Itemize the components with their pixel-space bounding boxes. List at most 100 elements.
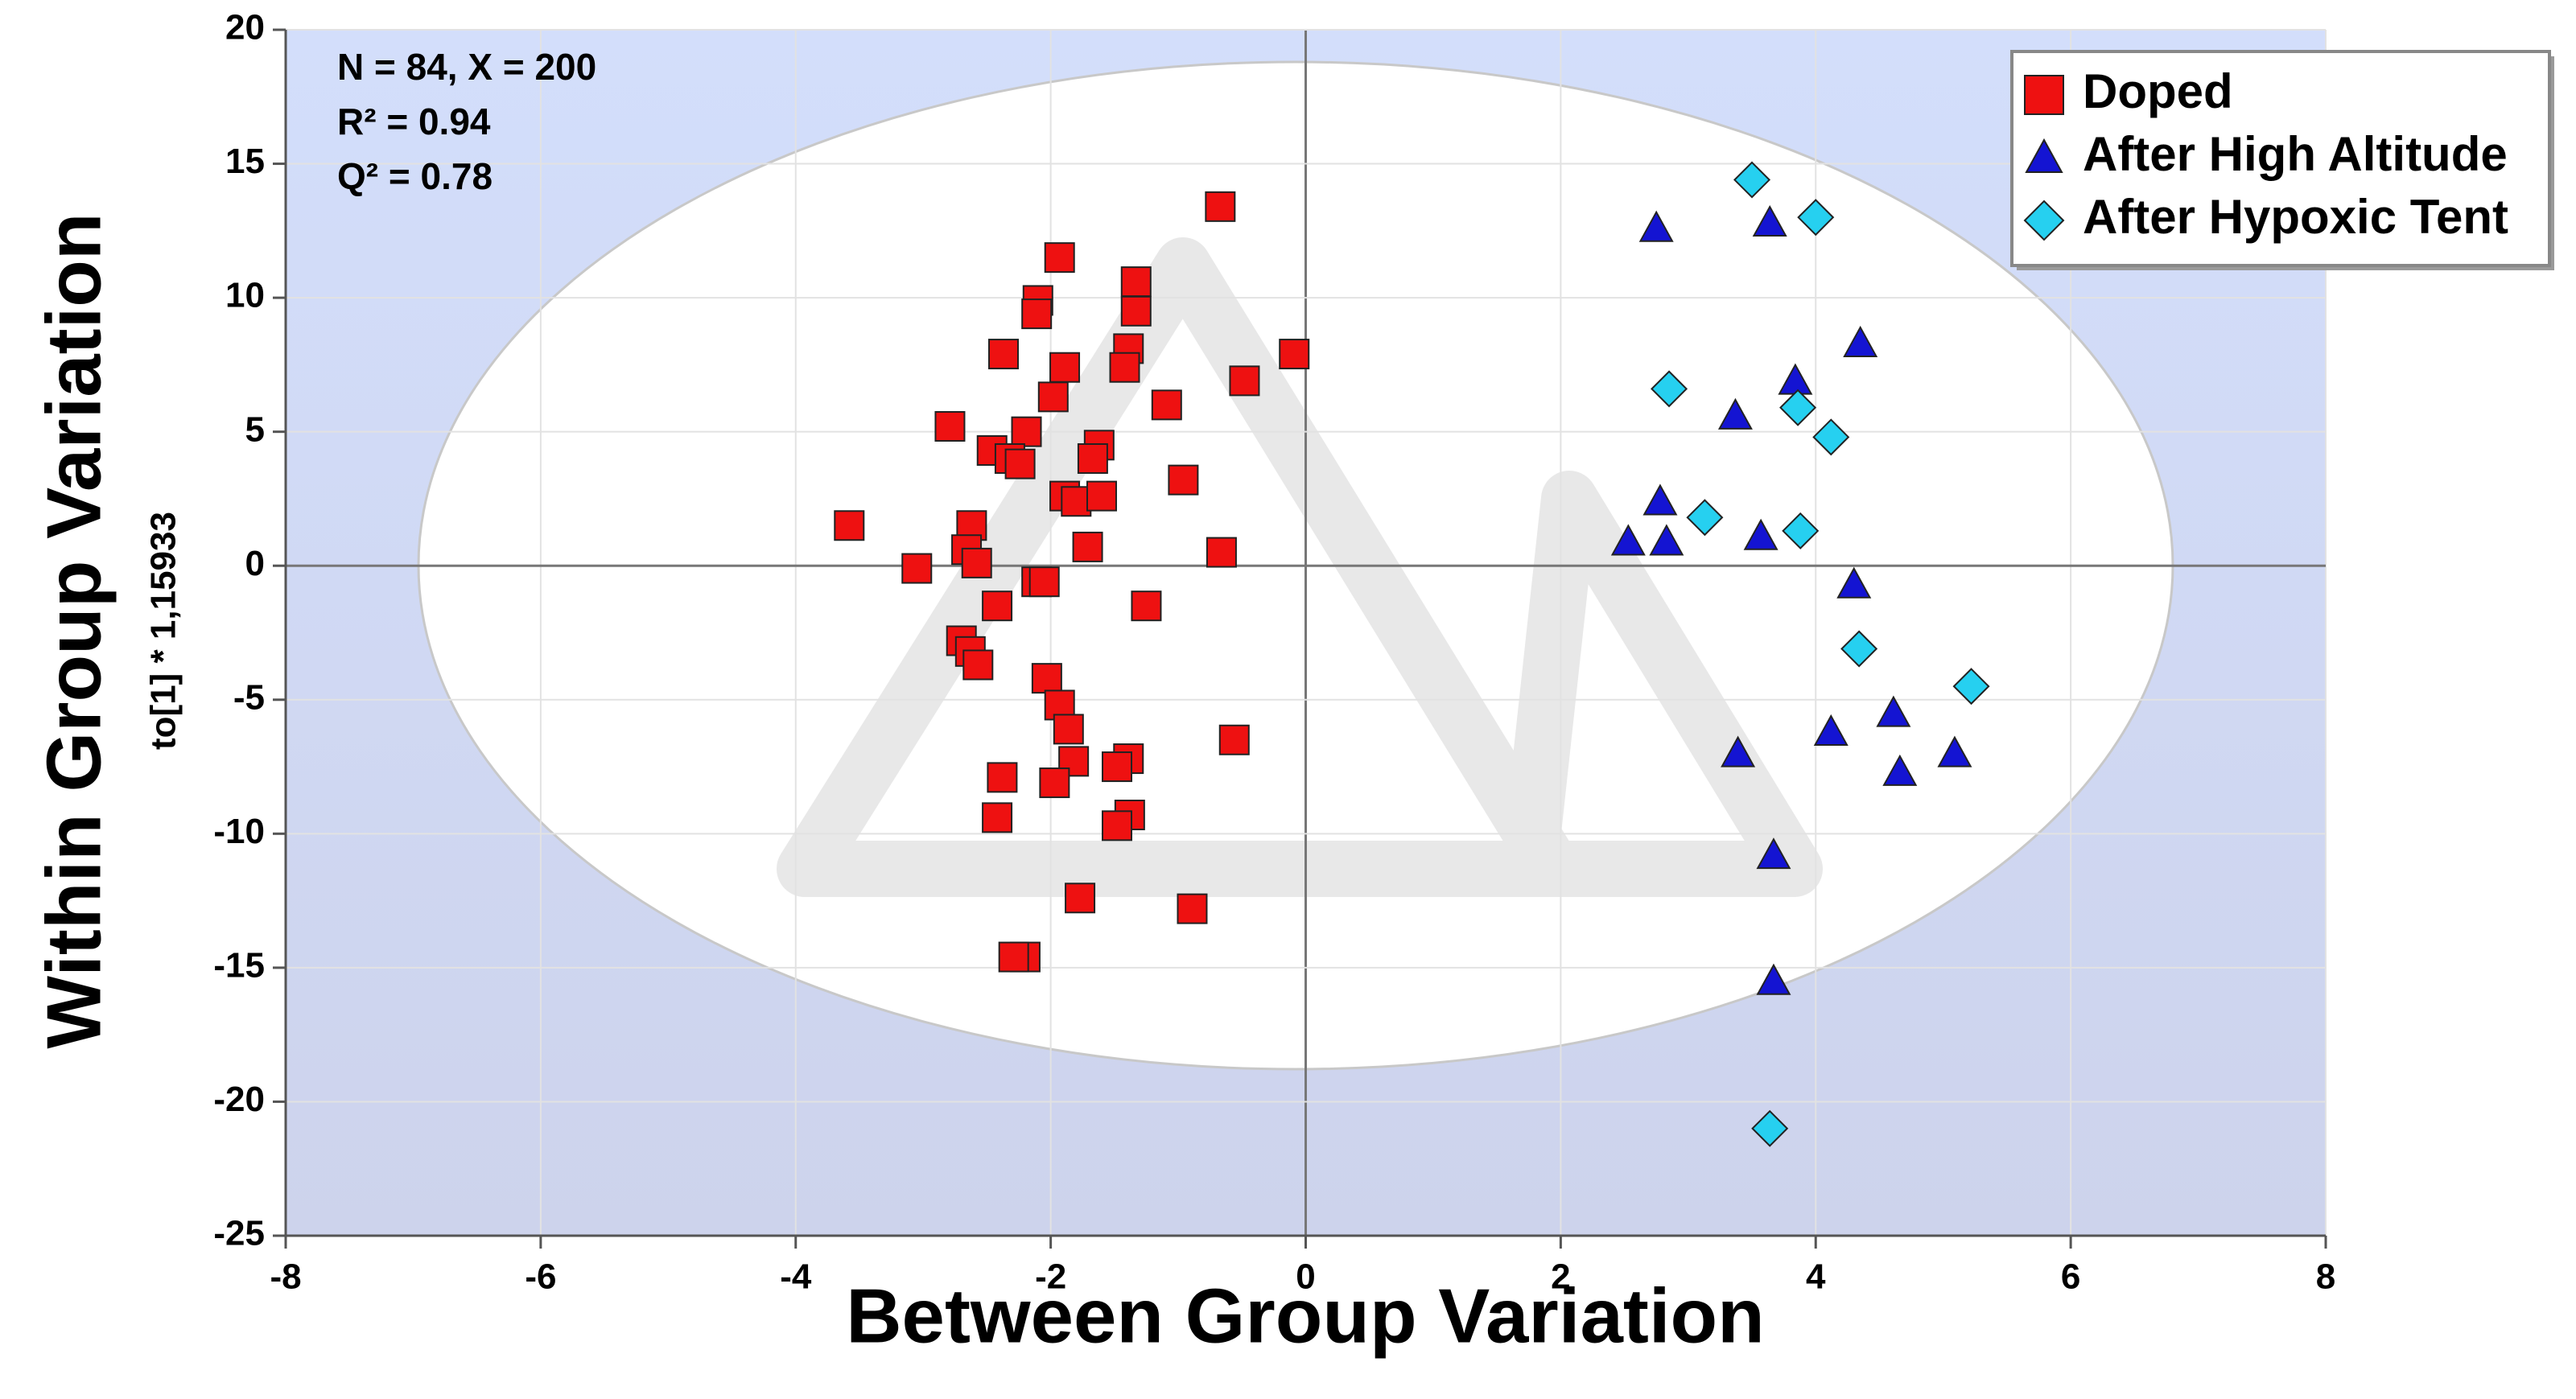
marker-triangle — [1756, 963, 1791, 995]
x-tick-label: 6 — [2061, 1257, 2080, 1297]
y-axis-title: Within Group Variation — [31, 212, 117, 1048]
legend-label: After Hypoxic Tent — [2083, 190, 2508, 244]
legend: Doped After High Altitude After Hypoxic Te… — [2010, 50, 2554, 270]
marker-diamond — [1782, 512, 1820, 549]
marker-square — [988, 339, 1020, 370]
marker-square — [1004, 448, 1036, 479]
marker-triangle — [1843, 325, 1878, 357]
marker-square — [1011, 416, 1042, 447]
marker-diamond — [1812, 418, 1850, 456]
x-tick-label: -8 — [270, 1257, 301, 1297]
y-tick-label: 10 — [225, 276, 265, 315]
marker-square — [1109, 352, 1140, 383]
marker-square — [1058, 746, 1090, 777]
marker-square — [1065, 883, 1096, 914]
annotation: R² = 0.94 — [337, 101, 491, 142]
marker-diamond — [1952, 668, 1990, 706]
marker-square — [1102, 751, 1133, 783]
marker-square — [1151, 389, 1182, 421]
marker-square — [1077, 442, 1108, 474]
marker-triangle — [1610, 524, 1646, 556]
marker-triangle — [1743, 518, 1778, 550]
marker-square — [1206, 537, 1237, 568]
marker-square — [1120, 266, 1152, 298]
marker-diamond — [2023, 200, 2065, 241]
x-tick-label: 4 — [1806, 1257, 1826, 1297]
marker-square — [934, 411, 966, 442]
marker-square — [1086, 480, 1117, 512]
annotation: Q² = 0.78 — [337, 155, 493, 197]
marker-square — [962, 649, 994, 681]
marker-square — [1205, 191, 1236, 222]
marker-square — [1102, 810, 1133, 841]
marker-square — [1218, 724, 1250, 755]
y-tick-label: 0 — [245, 544, 265, 583]
marker-triangle — [1721, 735, 1756, 767]
marker-triangle — [1882, 754, 1918, 786]
marker-triangle — [2025, 138, 2063, 173]
marker-square — [1177, 893, 1208, 924]
marker-square — [1031, 663, 1062, 694]
marker-diamond — [1733, 161, 1771, 199]
y-tick-label: -25 — [213, 1214, 265, 1253]
marker-triangle — [1638, 210, 1674, 242]
legend-box — [2010, 50, 2551, 267]
x-tick-label: -4 — [780, 1257, 812, 1297]
marker-square — [901, 553, 933, 584]
legend-label: Doped — [2083, 64, 2233, 118]
x-tick-label: 2 — [1551, 1257, 1570, 1297]
y-tick-label: -10 — [213, 812, 265, 851]
marker-square — [834, 510, 865, 541]
y-tick-label: 20 — [225, 8, 265, 47]
marker-square — [2024, 75, 2064, 115]
marker-triangle — [1813, 714, 1849, 746]
marker-square — [1131, 590, 1162, 622]
marker-square — [1168, 464, 1199, 496]
annotation: N = 84, X = 200 — [337, 46, 596, 88]
marker-square — [1039, 767, 1070, 799]
y-tick-label: -15 — [213, 946, 265, 985]
marker-triangle — [1717, 397, 1753, 430]
marker-diamond — [1840, 630, 1878, 668]
marker-square — [1229, 365, 1260, 397]
marker-triangle — [1649, 524, 1684, 556]
marker-triangle — [1876, 695, 1911, 727]
marker-square — [1061, 486, 1092, 517]
y-tick-label: 15 — [225, 142, 265, 181]
x-tick-label: 0 — [1296, 1257, 1315, 1297]
marker-square — [982, 802, 1013, 833]
marker-diamond — [1651, 370, 1688, 408]
legend-label: After High Altitude — [2083, 127, 2508, 181]
x-tick-label: -6 — [525, 1257, 556, 1297]
marker-square — [1049, 352, 1081, 383]
marker-square — [1053, 714, 1084, 745]
marker-square — [987, 762, 1018, 793]
marker-triangle — [1836, 566, 1872, 599]
x-tick-label: 8 — [2316, 1257, 2335, 1297]
marker-square — [1279, 339, 1310, 370]
marker-square — [1072, 531, 1103, 562]
marker-diamond — [1779, 389, 1817, 426]
x-axis-title: Between Group Variation — [846, 1273, 1765, 1359]
marker-triangle — [1756, 837, 1791, 870]
marker-square — [961, 547, 992, 578]
marker-triangle — [1752, 204, 1787, 237]
y-axis-subtitle: to[1] * 1,15933 — [144, 512, 183, 750]
marker-triangle — [1642, 483, 1678, 516]
y-tick-label: 5 — [245, 409, 265, 449]
marker-triangle — [1937, 735, 1972, 767]
marker-square — [1120, 295, 1152, 327]
y-tick-label: -5 — [233, 677, 265, 717]
marker-square — [1037, 381, 1069, 413]
marker-square — [1028, 566, 1060, 598]
x-tick-label: -2 — [1035, 1257, 1066, 1297]
marker-diamond — [1686, 499, 1724, 537]
marker-square — [1044, 242, 1075, 274]
marker-square — [998, 941, 1029, 973]
y-tick-label: -20 — [213, 1080, 265, 1119]
watermark — [777, 237, 1823, 897]
marker-square — [1021, 298, 1053, 330]
marker-diamond — [1751, 1109, 1789, 1147]
marker-square — [982, 590, 1013, 622]
